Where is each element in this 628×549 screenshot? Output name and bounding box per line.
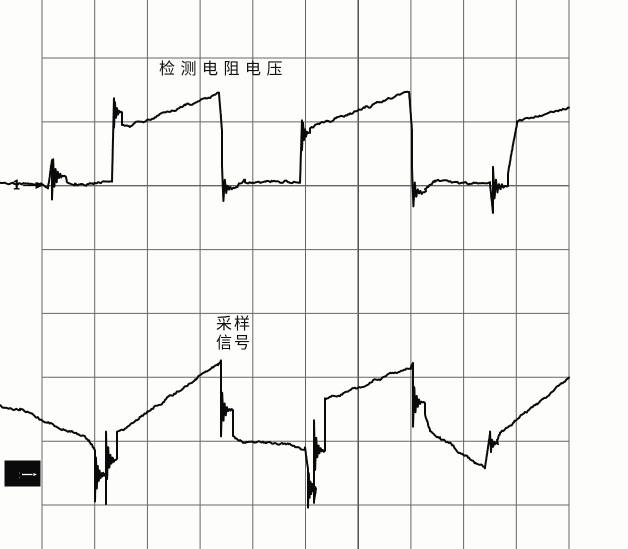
svg-text:1: 1 bbox=[13, 178, 20, 193]
svg-text:3: 3 bbox=[14, 469, 21, 484]
